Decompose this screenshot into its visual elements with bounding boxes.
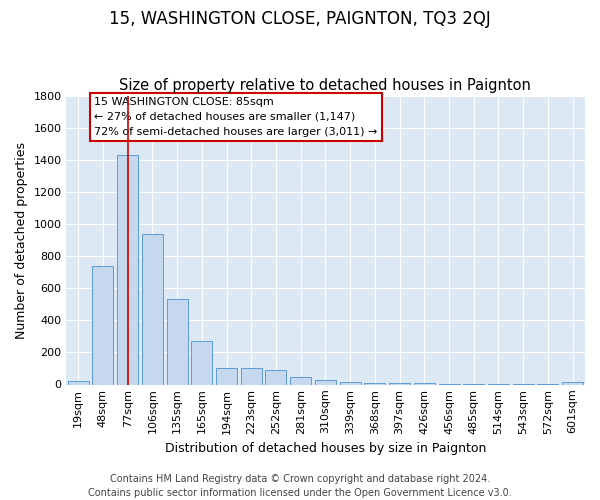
Bar xyxy=(216,368,237,384)
Bar xyxy=(340,382,361,384)
Bar xyxy=(68,382,89,384)
Bar xyxy=(92,266,113,384)
Bar xyxy=(389,383,410,384)
Title: Size of property relative to detached houses in Paignton: Size of property relative to detached ho… xyxy=(119,78,532,93)
Bar xyxy=(364,383,385,384)
Bar xyxy=(414,383,435,384)
Bar xyxy=(191,341,212,384)
Y-axis label: Number of detached properties: Number of detached properties xyxy=(15,142,28,338)
Bar xyxy=(117,155,138,384)
Bar xyxy=(562,382,583,384)
Text: 15, WASHINGTON CLOSE, PAIGNTON, TQ3 2QJ: 15, WASHINGTON CLOSE, PAIGNTON, TQ3 2QJ xyxy=(109,10,491,28)
Bar xyxy=(290,378,311,384)
Bar xyxy=(315,380,336,384)
Bar xyxy=(241,368,262,384)
Text: 15 WASHINGTON CLOSE: 85sqm
← 27% of detached houses are smaller (1,147)
72% of s: 15 WASHINGTON CLOSE: 85sqm ← 27% of deta… xyxy=(94,97,377,137)
X-axis label: Distribution of detached houses by size in Paignton: Distribution of detached houses by size … xyxy=(165,442,486,455)
Bar xyxy=(265,370,286,384)
Bar xyxy=(167,300,188,384)
Text: Contains HM Land Registry data © Crown copyright and database right 2024.
Contai: Contains HM Land Registry data © Crown c… xyxy=(88,474,512,498)
Bar xyxy=(142,234,163,384)
